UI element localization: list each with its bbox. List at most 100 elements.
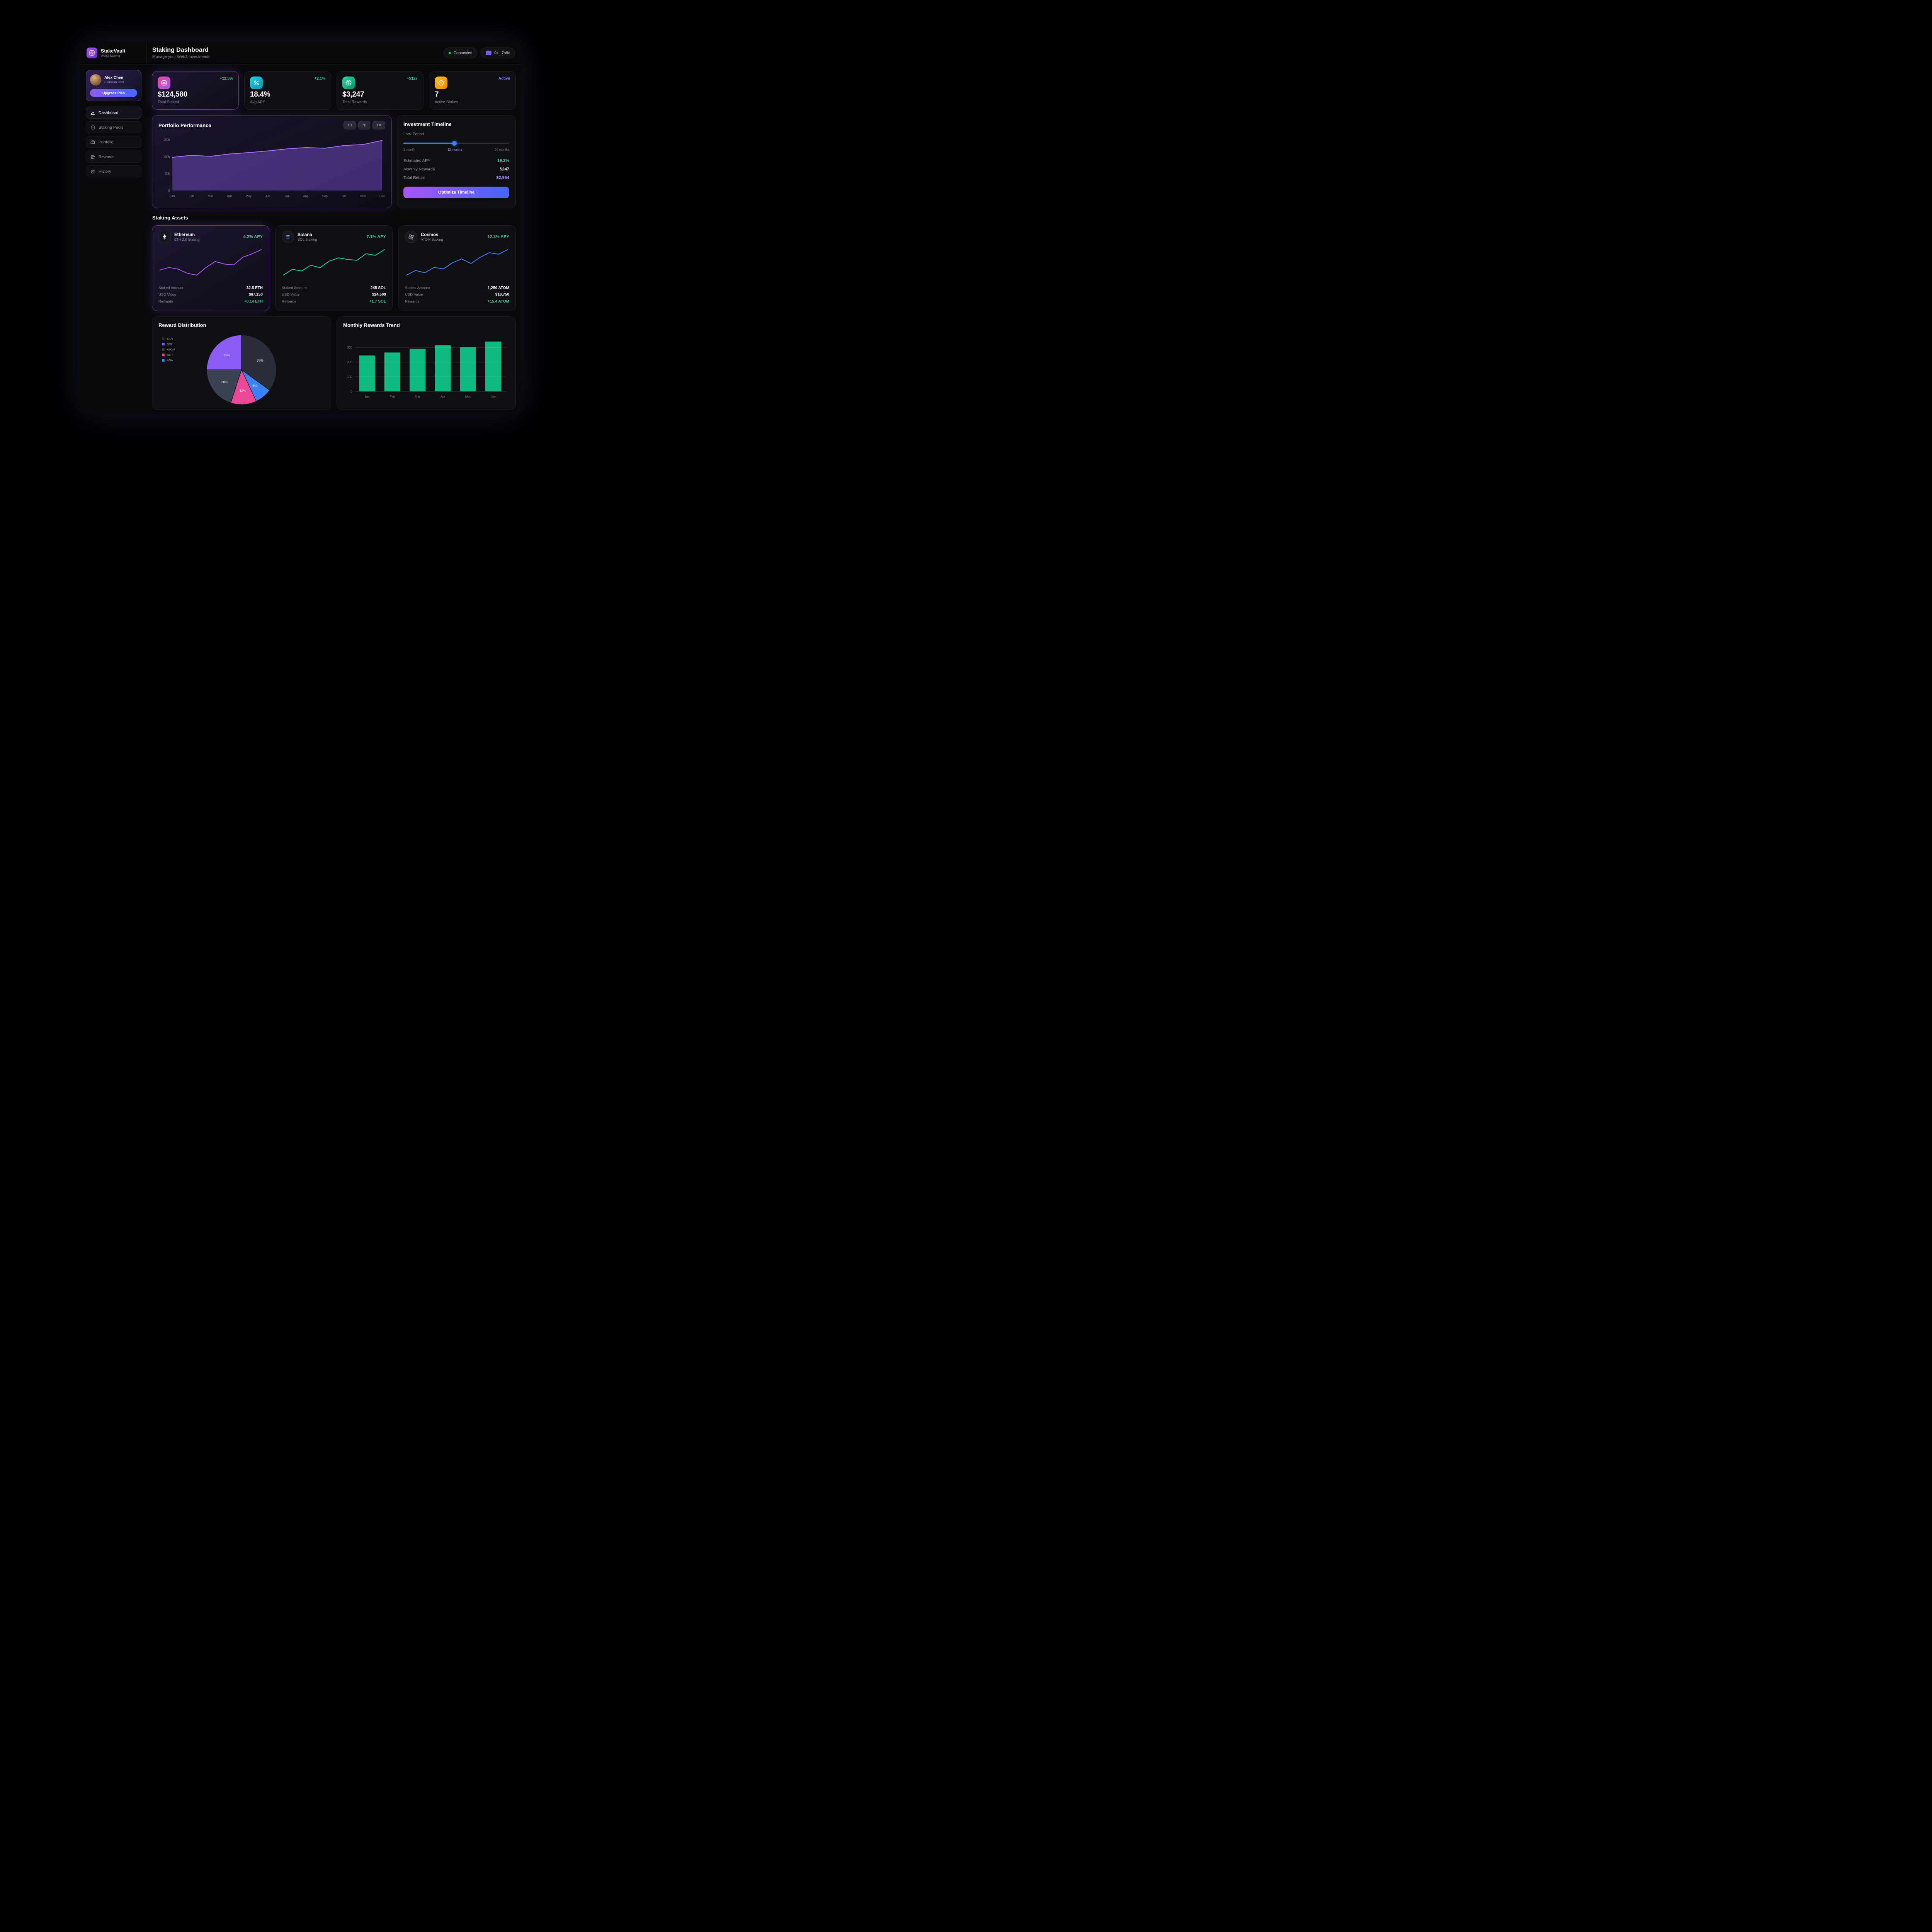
svg-text:200: 200: [347, 361, 353, 364]
sidebar-item-history[interactable]: History: [86, 165, 141, 177]
sidebar: Alex Chen Premium User Upgrade Plan Dash…: [80, 65, 147, 414]
asset-row: Rewards +1.7 SOL: [282, 299, 386, 304]
page-subtitle: Manage your Web3 investments: [152, 54, 211, 59]
svg-text:150k: 150k: [163, 138, 170, 142]
svg-text:50k: 50k: [165, 172, 170, 175]
asset-row: Staked Amount 245 SOL: [282, 286, 386, 290]
stat-badge: +12.5%: [219, 77, 233, 81]
asset-subtitle: ETH 2.0 Staking: [174, 237, 200, 242]
coins-icon: [158, 77, 170, 89]
svg-text:Feb: Feb: [390, 395, 395, 398]
slider-min-label: 1 month: [403, 148, 415, 151]
asset-apy: 4.2% APY: [243, 235, 263, 239]
svg-text:Feb: Feb: [189, 194, 194, 198]
monthly-rewards-bar-chart: 0 100 200 300 Jan Feb Mar Apr May Jun: [347, 341, 506, 398]
sidebar-item-rewards[interactable]: Rewards: [86, 151, 141, 163]
percent-icon: [250, 77, 263, 89]
svg-text:Jul: Jul: [285, 194, 289, 198]
svg-text:0: 0: [350, 390, 352, 393]
avatar: [90, 74, 101, 85]
sidebar-item-portfolio[interactable]: Portfolio: [86, 136, 141, 148]
asset-name: Solana: [298, 232, 312, 237]
svg-text:Mar: Mar: [208, 194, 213, 198]
legend-item-eth: ETH: [162, 337, 175, 340]
reward-distribution-title: Reward Distribution: [158, 322, 206, 328]
sidebar-item-dashboard[interactable]: Dashboard: [86, 107, 141, 119]
asset-apy: 12.3% APY: [487, 235, 509, 239]
stat-value: $124,580: [158, 90, 187, 99]
asset-subtitle: ATOM Staking: [421, 237, 443, 242]
svg-text:Aug: Aug: [303, 194, 308, 198]
asset-card-ethereum[interactable]: Ethereum ETH 2.0 Staking 4.2% APY Staked…: [152, 225, 269, 311]
ethereum-icon: [158, 231, 171, 243]
asset-card-cosmos[interactable]: Cosmos ATOM Staking 12.3% APY Staked Amo…: [398, 225, 516, 311]
row-label: Total Return: [403, 175, 425, 180]
legend-swatch-atom: [162, 348, 165, 351]
asset-row: Rewards +0.14 ETH: [158, 299, 263, 304]
monthly-rewards-panel: Monthly Rewards Trend 0 100 200 300 Jan Feb Ma…: [337, 316, 516, 410]
stat-label: Active Stakes: [435, 100, 458, 104]
sidebar-item-label: History: [99, 169, 111, 174]
app-name: StakeVault: [101, 48, 126, 54]
sidebar-item-staking-pools[interactable]: Staking Pools: [86, 121, 141, 133]
stat-card-avg-apy[interactable]: +2.1% 18.4% Avg APY: [244, 71, 331, 110]
timeline-row-total-return: Total Return $2,964: [403, 173, 509, 182]
header-main: Staking Dashboard Manage your Web3 inves…: [147, 42, 521, 64]
range-button-1d[interactable]: 1D: [344, 121, 356, 129]
stat-label: Total Rewards: [342, 100, 367, 104]
svg-text:May: May: [246, 194, 252, 198]
wallet-icon: [486, 51, 492, 55]
slider-thumb[interactable]: [452, 141, 457, 146]
lock-period-slider[interactable]: [403, 141, 509, 146]
svg-text:Jan: Jan: [365, 395, 370, 398]
stat-card-total-staked[interactable]: +12.5% $124,580 Total Staked: [152, 71, 239, 110]
asset-card-solana[interactable]: Solana SOL Staking 7.1% APY Staked Amoun…: [275, 225, 393, 311]
sidebar-item-label: Staking Pools: [99, 125, 124, 130]
sidebar-item-label: Rewards: [99, 154, 115, 159]
svg-text:Nov: Nov: [361, 194, 366, 198]
legend-item-dot: DOT: [162, 353, 175, 357]
coins-icon: [91, 125, 95, 129]
optimize-timeline-button[interactable]: Optimize Timeline: [403, 187, 509, 198]
row-value: 19.2%: [497, 158, 509, 163]
investment-timeline-panel: Investment Timeline Lock Period 1 month …: [397, 115, 516, 208]
connected-dot-icon: [449, 52, 451, 54]
wallet-address-button[interactable]: 0x...7a9c: [481, 48, 515, 58]
stat-card-total-rewards[interactable]: +$127 $3,247 Total Rewards: [337, 71, 423, 110]
upgrade-plan-button[interactable]: Upgrade Plan: [90, 89, 137, 97]
gift-icon: [342, 77, 355, 89]
row-label: Monthly Rewards: [403, 167, 435, 172]
slider-current-label: 12 months: [447, 148, 462, 151]
user-profile-card: Alex Chen Premium User Upgrade Plan: [86, 70, 141, 101]
stat-card-active-stakes[interactable]: Active 7 Active Stakes: [429, 71, 516, 110]
svg-text:Apr: Apr: [440, 395, 446, 398]
svg-text:Apr: Apr: [227, 194, 232, 198]
timeline-title: Investment Timeline: [403, 121, 452, 127]
legend-swatch-sol: [162, 343, 165, 345]
timeline-row-estimated-apy: Estimated APY 19.2%: [403, 156, 509, 165]
asset-name: Cosmos: [421, 232, 439, 237]
cosmos-icon: [405, 231, 417, 243]
asset-subtitle: SOL Staking: [298, 237, 317, 242]
sidebar-item-label: Portfolio: [99, 139, 114, 145]
svg-text:100: 100: [347, 375, 353, 379]
svg-text:Sep: Sep: [322, 194, 328, 198]
asset-row: Staked Amount 1,250 ATOM: [405, 286, 509, 290]
asset-row: USD Value $18,750: [405, 293, 509, 297]
svg-text:May: May: [465, 395, 471, 398]
brand-block: StakeVault Web3 Staking: [80, 42, 147, 64]
svg-text:100k: 100k: [163, 155, 170, 158]
cosmos-spark-chart: [406, 249, 509, 276]
app-tagline: Web3 Staking: [101, 54, 120, 58]
page-title: Staking Dashboard: [152, 47, 209, 53]
asset-name: Ethereum: [174, 232, 195, 237]
svg-text:Jun: Jun: [265, 194, 270, 198]
timeline-row-monthly-rewards: Monthly Rewards $247: [403, 165, 509, 173]
svg-text:Dec: Dec: [379, 194, 385, 198]
staking-assets-heading: Staking Assets: [152, 215, 188, 221]
user-tier: Premium User: [104, 80, 124, 84]
stat-value: 18.4%: [250, 90, 270, 99]
range-button-1m[interactable]: 1M: [372, 121, 385, 129]
range-button-7d[interactable]: 7D: [358, 121, 371, 129]
gift-icon: [91, 155, 95, 159]
